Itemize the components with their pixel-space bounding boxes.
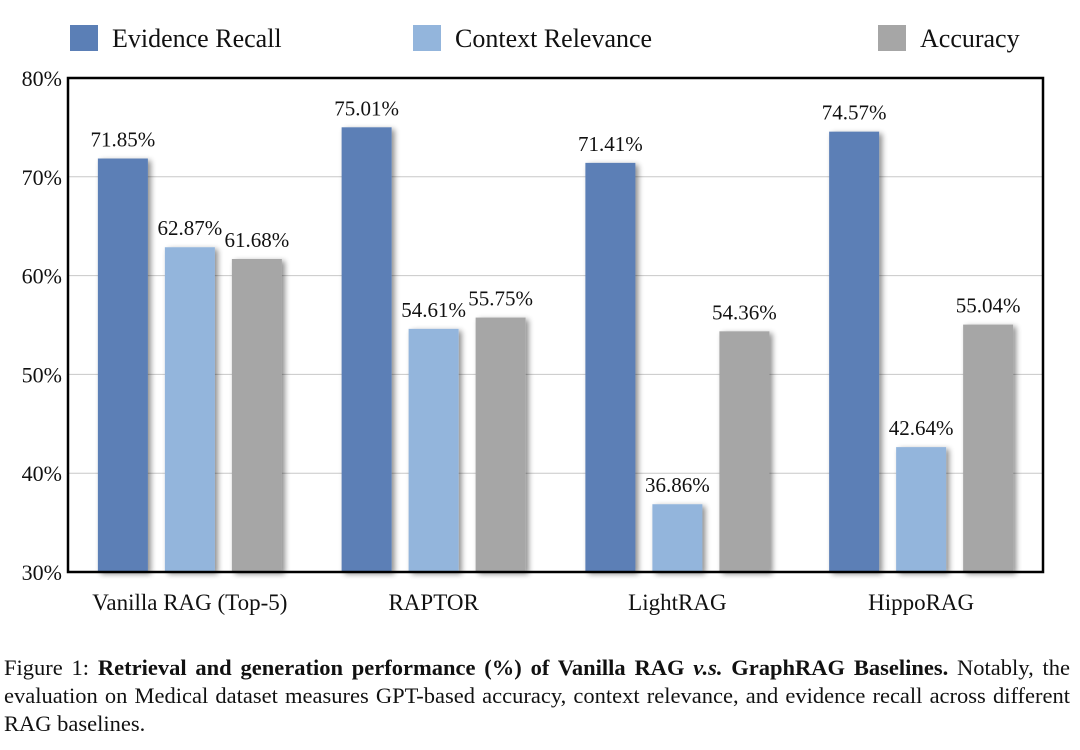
x-axis: Vanilla RAG (Top-5) RAPTOR LightRAG HippoRA… — [92, 590, 974, 615]
legend-swatch — [413, 25, 441, 51]
bars — [97, 127, 1014, 573]
data-label: 71.85% — [91, 128, 156, 152]
x-tick-label: RAPTOR — [388, 590, 479, 615]
bar — [231, 259, 282, 572]
bar — [585, 162, 636, 572]
data-label: 71.41% — [578, 132, 643, 156]
legend-swatch — [70, 25, 98, 51]
data-label: 54.36% — [712, 300, 777, 324]
figure-caption: Figure 1: Retrieval and generation perfo… — [4, 654, 1070, 738]
legend-label: Accuracy — [920, 24, 1020, 53]
bar — [719, 331, 770, 572]
data-label: 36.86% — [645, 473, 710, 497]
y-axis: 30% 40% 50% 60% 70% 80% — [22, 66, 62, 585]
x-tick-label: Vanilla RAG (Top-5) — [92, 590, 287, 615]
data-labels: 71.85% 62.87% 61.68% 75.01% 54.61% 55.75% 71.4… — [91, 96, 1021, 497]
data-label: 75.01% — [334, 96, 399, 120]
caption-bold-italic: v.s. — [693, 655, 723, 680]
bar — [829, 131, 880, 572]
x-tick-label: LightRAG — [628, 590, 726, 615]
caption-prefix: Figure 1: — [4, 655, 98, 680]
data-label: 55.04% — [956, 294, 1021, 318]
caption-body: Notably, the evaluation on Medical datas… — [4, 655, 1071, 736]
y-tick-label: 40% — [22, 461, 62, 486]
data-label: 61.68% — [225, 228, 290, 252]
caption-bold: Retrieval and generation performance (%)… — [97, 655, 694, 680]
y-tick-label: 60% — [22, 264, 62, 289]
x-tick-label: HippoRAG — [868, 590, 974, 615]
bar — [164, 247, 215, 573]
data-label: 62.87% — [158, 216, 223, 240]
bar — [408, 328, 459, 572]
bar — [97, 158, 148, 572]
bar — [475, 317, 526, 572]
legend: Evidence Recall Context Relevance Accuracy — [70, 24, 1020, 53]
data-label: 55.75% — [468, 287, 533, 311]
bar — [652, 504, 703, 572]
y-tick-label: 30% — [22, 560, 62, 585]
y-tick-label: 50% — [22, 362, 62, 387]
legend-label: Evidence Recall — [112, 24, 282, 53]
y-tick-label: 70% — [22, 165, 62, 190]
bar — [896, 447, 947, 572]
gridlines — [68, 176, 1043, 474]
data-label: 54.61% — [401, 298, 466, 322]
legend-swatch — [878, 25, 906, 51]
bar — [963, 324, 1014, 572]
y-tick-label: 80% — [22, 66, 62, 91]
data-label: 74.57% — [822, 101, 887, 125]
bar-chart: Evidence Recall Context Relevance Accuracy… — [22, 24, 1045, 615]
legend-label: Context Relevance — [455, 24, 652, 53]
caption-bold-tail: GraphRAG Baselines. — [722, 655, 949, 680]
plot-frame — [66, 76, 1045, 574]
bar — [341, 127, 392, 572]
data-label: 42.64% — [889, 416, 954, 440]
